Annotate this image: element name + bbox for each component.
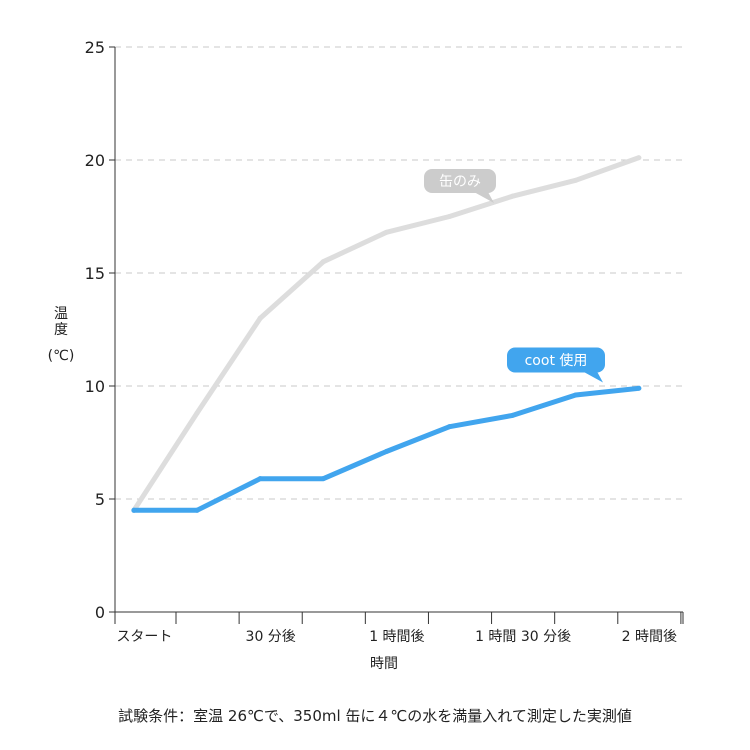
y-axis-title: (℃) (48, 348, 75, 364)
data-point (383, 449, 389, 455)
data-point (636, 385, 642, 391)
x-tick-label: 1 時間 30 分後 (475, 629, 571, 645)
y-axis-title: 温 (54, 306, 68, 322)
data-point (636, 155, 642, 161)
series-label-bubble: coot 使用 (507, 347, 605, 383)
y-tick-label: 15 (85, 264, 105, 283)
y-tick-label: 20 (85, 151, 105, 170)
y-tick-label: 25 (85, 38, 105, 57)
bubble-tail (474, 192, 494, 203)
series-label-bubble: 缶のみ (424, 169, 496, 203)
x-tick-label: 1 時間後 (369, 629, 424, 645)
bubble-tail (583, 371, 603, 383)
x-tick-label: 2 時間後 (622, 629, 677, 645)
series-labels: 缶のみ coot 使用 (424, 169, 605, 383)
y-tick-label: 5 (95, 490, 105, 509)
series-lines (131, 155, 642, 513)
data-point (257, 476, 263, 482)
data-point (194, 410, 200, 416)
axis-labels: 0 5 10 15 20 25 スタート 30 分後 1 時間後 1 時間 30 分後 2 時間後時… (48, 38, 677, 725)
bubble-body (507, 347, 605, 373)
series-label-text: 缶のみ (439, 174, 481, 190)
data-point (510, 412, 516, 418)
axes (109, 46, 684, 624)
data-point (320, 259, 326, 265)
data-point (257, 315, 263, 321)
data-point (194, 507, 200, 513)
data-point (131, 507, 137, 513)
grid-lines (115, 46, 683, 500)
x-axis-title: 時間 (370, 656, 398, 672)
bubble-body (424, 169, 496, 193)
data-point (573, 177, 579, 183)
series-label-text: coot 使用 (525, 352, 588, 369)
data-point (320, 476, 326, 482)
y-tick-label: 10 (85, 377, 105, 396)
data-point (383, 229, 389, 235)
data-point (510, 193, 516, 199)
test-conditions-note: 試験条件：室温 26℃で、350ml 缶に４℃の水を満量入れて測定した実測値 (118, 707, 632, 725)
y-axis-title: 度 (54, 322, 68, 338)
data-point (446, 214, 452, 219)
data-point (446, 424, 452, 430)
y-tick-label: 0 (95, 603, 105, 622)
x-tick-label: スタート (116, 629, 172, 645)
x-tick-label: 30 分後 (246, 629, 296, 645)
series-line-0 (131, 155, 642, 513)
data-point (573, 392, 579, 398)
